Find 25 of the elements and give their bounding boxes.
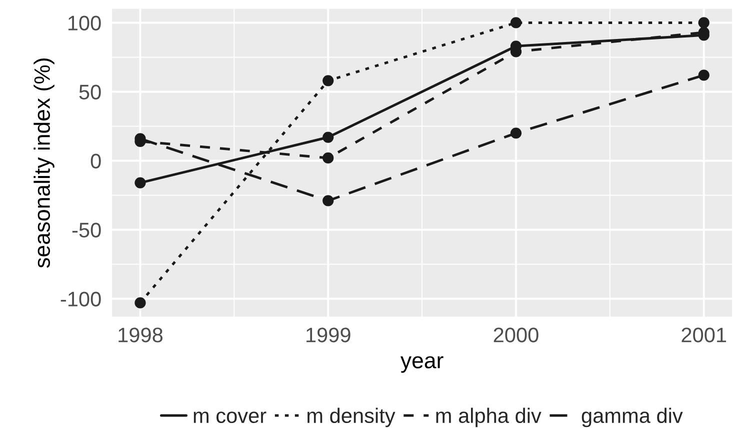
point [510, 128, 522, 139]
point [510, 17, 522, 28]
legend-label: m alpha div [436, 408, 542, 428]
x-tick-label: 1998 [118, 328, 162, 342]
point [134, 177, 146, 188]
point [322, 75, 334, 86]
x-tick-label: 2000 [494, 328, 538, 342]
y-tick-label: -100 [60, 292, 101, 306]
point [322, 195, 334, 206]
y-tick-label: 0 [90, 154, 101, 168]
y-tick-label: 50 [79, 84, 101, 100]
legend-label: m density [308, 408, 396, 428]
legend-label: m cover [194, 412, 266, 424]
y-tick-label: -50 [72, 222, 101, 238]
x-tick-label: 2001 [682, 328, 726, 342]
x-axis-title: year [400, 356, 444, 373]
point [698, 70, 710, 81]
point [322, 152, 334, 164]
y-tick-label: 100 [68, 16, 101, 30]
point [698, 17, 710, 28]
y-axis-title: seasonality index (%) [34, 58, 54, 268]
point [322, 132, 334, 143]
x-tick-label: 1999 [306, 328, 350, 342]
legend-label: gamma div [582, 408, 683, 428]
point [134, 297, 146, 308]
